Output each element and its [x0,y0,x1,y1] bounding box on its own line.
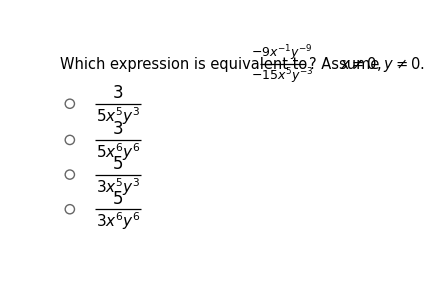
Text: $3x^5y^3$: $3x^5y^3$ [96,176,140,198]
Text: ? Assume: ? Assume [308,57,379,72]
Text: Which expression is equivalent to: Which expression is equivalent to [60,57,307,72]
Text: $-15x^{5}y^{-3}$: $-15x^{5}y^{-3}$ [251,66,313,86]
Text: $3x^6y^6$: $3x^6y^6$ [96,211,140,232]
Text: $x\neq0, y\neq0.$: $x\neq0, y\neq0.$ [340,55,425,74]
Text: 3: 3 [113,120,123,138]
Text: 3: 3 [113,84,123,102]
Text: 5: 5 [113,190,123,208]
Text: $-9x^{-1}y^{-9}$: $-9x^{-1}y^{-9}$ [251,43,313,63]
Text: 5: 5 [113,155,123,173]
Text: $5x^5y^3$: $5x^5y^3$ [96,105,140,127]
Text: $5x^6y^6$: $5x^6y^6$ [96,141,140,163]
